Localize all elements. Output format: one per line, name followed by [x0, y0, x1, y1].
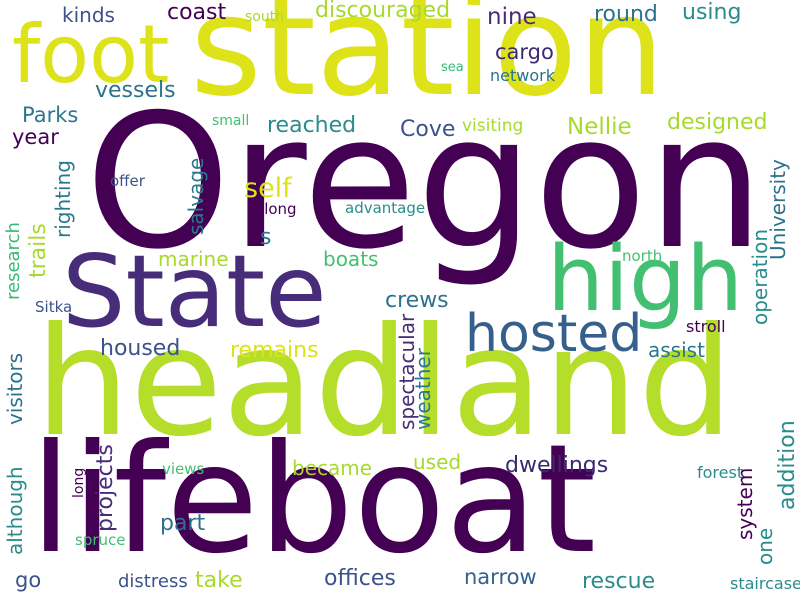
word-visitors: research: [3, 222, 24, 300]
word-stroll: stroll: [686, 317, 726, 336]
word-foot: foot: [12, 8, 170, 101]
word-oregon: Oregon: [85, 74, 765, 290]
word-nellie: Nellie: [567, 114, 632, 140]
word-research: salvage: [184, 157, 208, 235]
word-spectacular: long: [71, 467, 87, 498]
word-crews: crews: [385, 288, 449, 313]
word-sea: sea: [441, 60, 464, 75]
word-north: north: [622, 247, 663, 265]
word-take: distress: [118, 571, 188, 592]
word-narrow: offices: [324, 566, 396, 591]
word-designed: designed: [667, 110, 768, 135]
word-housed: housed: [100, 336, 181, 361]
word-system: weather: [411, 348, 435, 430]
word-coast: coast: [167, 0, 227, 25]
word-righting: trails: [26, 223, 51, 278]
word-one: system: [733, 467, 757, 540]
word-high: high: [547, 227, 744, 332]
word-cove: Cove: [400, 117, 456, 142]
word-year: year: [12, 125, 59, 149]
word-forest: forest: [697, 463, 744, 482]
word-boats: boats: [323, 247, 379, 271]
word-assist: assist: [648, 338, 705, 362]
word-hosted: hosted: [465, 304, 643, 364]
word-lifeboat: lifeboat: [30, 413, 597, 587]
word-go: one: [753, 527, 777, 565]
word-offices: take: [195, 568, 243, 593]
word-south: south: [245, 9, 285, 25]
word-visiting: visiting: [462, 116, 524, 136]
word-reached: reached: [267, 113, 357, 138]
word-although: visitors: [3, 352, 27, 425]
word-distress: go: [15, 568, 42, 592]
word-views: views: [162, 460, 205, 478]
word-parks: Parks: [22, 103, 79, 127]
word-salvage: righting: [51, 160, 75, 238]
word-round: round: [594, 2, 658, 27]
word-small: small: [212, 113, 250, 129]
word-advantage: advantage: [345, 199, 426, 217]
word-self: self: [244, 173, 292, 204]
word-staircase: rescue: [582, 569, 656, 594]
word-discouraged: discouraged: [315, 0, 451, 23]
word-vessels: vessels: [95, 78, 176, 103]
word-spruce: spruce: [75, 531, 126, 549]
word-trails: staircase: [730, 574, 800, 593]
word-long: projects: [93, 444, 118, 532]
word-sitka: Sitka: [35, 298, 73, 316]
word-network: network: [490, 66, 555, 85]
word-along: along: [255, 200, 297, 218]
word-kinds: kinds: [62, 3, 115, 27]
word-used: used: [413, 450, 462, 474]
word-station: station: [190, 0, 665, 127]
word-became: became: [292, 456, 373, 480]
word-marine: marine: [158, 247, 229, 271]
word-offer: offer: [110, 172, 145, 190]
word-nine: nine: [487, 4, 537, 30]
word-dwellings: dwellings: [505, 453, 609, 478]
word-operation: operation: [748, 228, 772, 325]
word-headland: headland: [35, 296, 734, 470]
word-cargo: cargo: [495, 40, 554, 64]
word-remains: remains: [230, 338, 319, 363]
word-rescue: narrow: [464, 565, 537, 589]
word-addition: addition: [775, 420, 800, 510]
word-using: using: [682, 0, 742, 25]
word-projects: although: [3, 466, 27, 555]
word-state: State: [62, 233, 327, 350]
word-part: part: [160, 511, 206, 536]
word-s: s: [260, 225, 272, 250]
